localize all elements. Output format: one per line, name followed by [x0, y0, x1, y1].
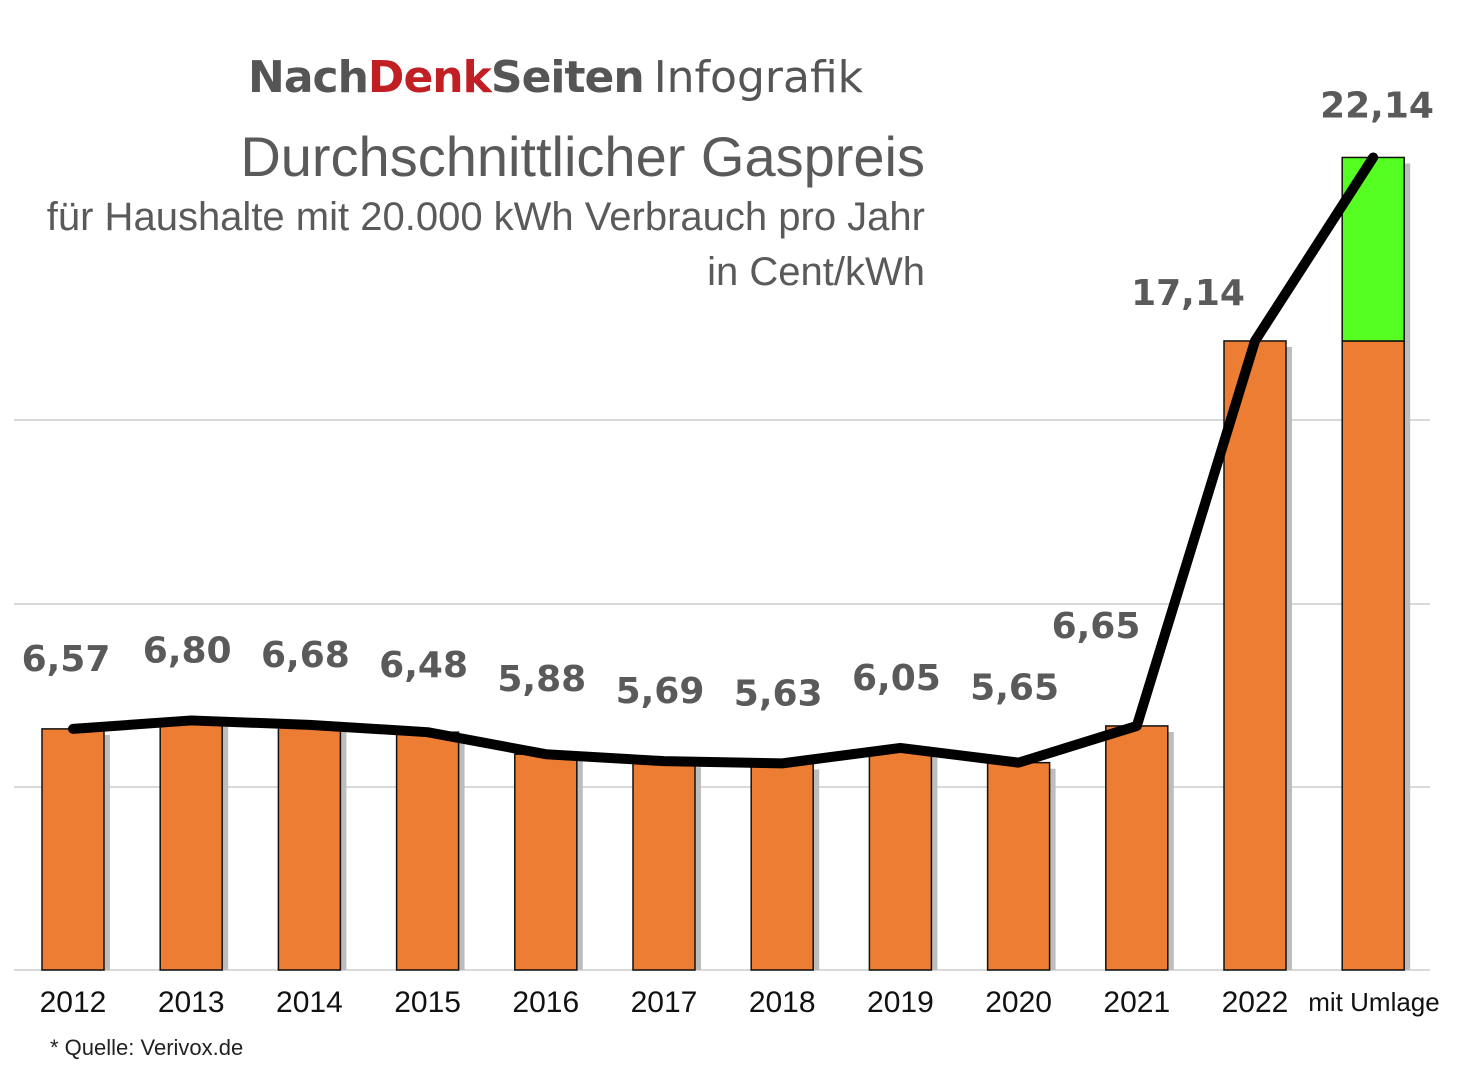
value-label: 5,63	[734, 673, 823, 714]
bar-2012	[41, 728, 105, 971]
value-label: 22,14	[1320, 85, 1434, 126]
value-labels: 6,57 6,80 6,68 6,48 5,88 5,69 5,63 6,05 5,65 6,65…	[22, 85, 1434, 714]
brand-nach: Nach	[248, 52, 369, 103]
brand-denk: Denk	[367, 52, 492, 103]
bars	[41, 156, 1411, 971]
value-label: 6,48	[379, 645, 468, 686]
value-label: 5,88	[497, 659, 586, 700]
x-tick-label: 2021	[1103, 986, 1170, 1019]
x-tick-label: 2019	[867, 986, 934, 1019]
bar-2019	[868, 747, 933, 971]
x-tick-label: 2020	[985, 986, 1052, 1019]
value-label: 6,68	[261, 635, 350, 676]
grid-lines	[14, 419, 1430, 971]
bar-2014	[277, 724, 342, 971]
x-tick-label: 2013	[158, 986, 225, 1019]
x-tick-label: 2017	[631, 986, 698, 1019]
x-axis-ticks: 2012 2013 2014 2015 2016 2017 2018 2019 2020 2021…	[40, 986, 1440, 1019]
x-tick-label: 2018	[749, 986, 816, 1019]
value-label: 6,65	[1052, 606, 1141, 647]
bar-2018	[750, 762, 814, 971]
bar-2022	[1223, 340, 1287, 971]
bar-2013	[159, 719, 223, 971]
brand-seiten: Seiten	[490, 52, 645, 103]
bar-mit-umlage-base	[1341, 340, 1405, 971]
bar-2015	[395, 731, 460, 971]
bar-2021	[1105, 725, 1169, 971]
value-label: 5,65	[970, 668, 1059, 709]
x-tick-label: mit Umlage	[1308, 987, 1439, 1017]
x-tick-label: 2014	[276, 986, 343, 1019]
value-label: 17,14	[1131, 273, 1245, 314]
trend-line	[68, 152, 1379, 769]
bar-2017	[632, 760, 696, 971]
trend-line-group	[68, 152, 1379, 769]
chart-title: Durchschnittlicher Gaspreis	[240, 125, 925, 188]
chart-subtitle-line1: für Haushalte mit 20.000 kWh Verbrauch p…	[46, 195, 925, 239]
x-tick-label: 2022	[1222, 986, 1289, 1019]
value-label: 6,05	[852, 658, 941, 699]
x-tick-label: 2012	[40, 986, 107, 1019]
source-note: * Quelle: Verivox.de	[50, 1035, 244, 1060]
bar-2016	[514, 753, 578, 971]
x-tick-label: 2015	[394, 986, 461, 1019]
chart-subtitle-line2: in Cent/kWh	[707, 250, 925, 294]
x-tick-label: 2016	[512, 986, 579, 1019]
value-label: 6,80	[143, 630, 232, 671]
bar-2020	[986, 761, 1051, 971]
value-label: 5,69	[616, 671, 705, 712]
brand-logo: NachDenkSeiten Infografik	[248, 50, 863, 106]
value-label: 6,57	[22, 639, 111, 680]
brand-suffix: Infografik	[653, 52, 864, 103]
